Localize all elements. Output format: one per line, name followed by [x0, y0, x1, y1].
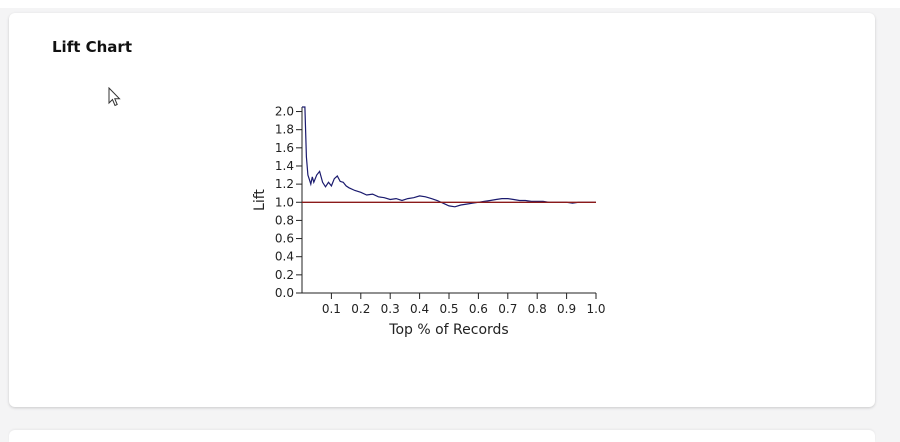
mouse-cursor-icon [108, 87, 121, 107]
x-tick-label: 0.9 [557, 302, 576, 316]
y-tick-label: 0.6 [275, 232, 294, 246]
y-tick-label: 0.4 [275, 250, 294, 264]
chart-marks [302, 106, 596, 208]
x-axis-label: Top % of Records [388, 322, 508, 338]
y-tick-label: 0.8 [275, 213, 294, 227]
y-tick-label: 1.4 [275, 159, 294, 173]
y-tick-label: 2.0 [275, 105, 294, 119]
next-card-edge [9, 430, 875, 442]
x-tick-label: 0.6 [469, 302, 488, 316]
y-tick-label: 1.6 [275, 141, 294, 155]
x-tick-label: 0.4 [410, 302, 429, 316]
y-tick-label: 0.2 [275, 268, 294, 282]
x-tick-label: 0.2 [351, 302, 370, 316]
card-title: Lift Chart [52, 38, 132, 56]
y-tick-label: 1.8 [275, 123, 294, 137]
x-tick-label: 0.1 [322, 302, 341, 316]
lift-chart-card: Lift Chart [9, 13, 875, 407]
y-tick-label: 1.2 [275, 177, 294, 191]
chart-labels: Top % of Records Lift [252, 189, 509, 338]
x-tick-label: 1.0 [586, 302, 605, 316]
x-tick-label: 0.8 [528, 302, 547, 316]
x-tick-label: 0.3 [381, 302, 400, 316]
y-axis-label: Lift [252, 189, 268, 211]
lift-series-line [302, 106, 596, 208]
chart-axes: 0.0 0.2 0.4 0.6 0.8 1.0 1.2 1.4 1.6 1.8 2.0 0.1 0.2 0… [275, 105, 606, 316]
x-tick-label: 0.5 [439, 302, 458, 316]
x-tick-label: 0.7 [498, 302, 517, 316]
y-tick-label: 0.0 [275, 286, 294, 300]
y-tick-label: 1.0 [275, 195, 294, 209]
top-strip [0, 0, 900, 8]
